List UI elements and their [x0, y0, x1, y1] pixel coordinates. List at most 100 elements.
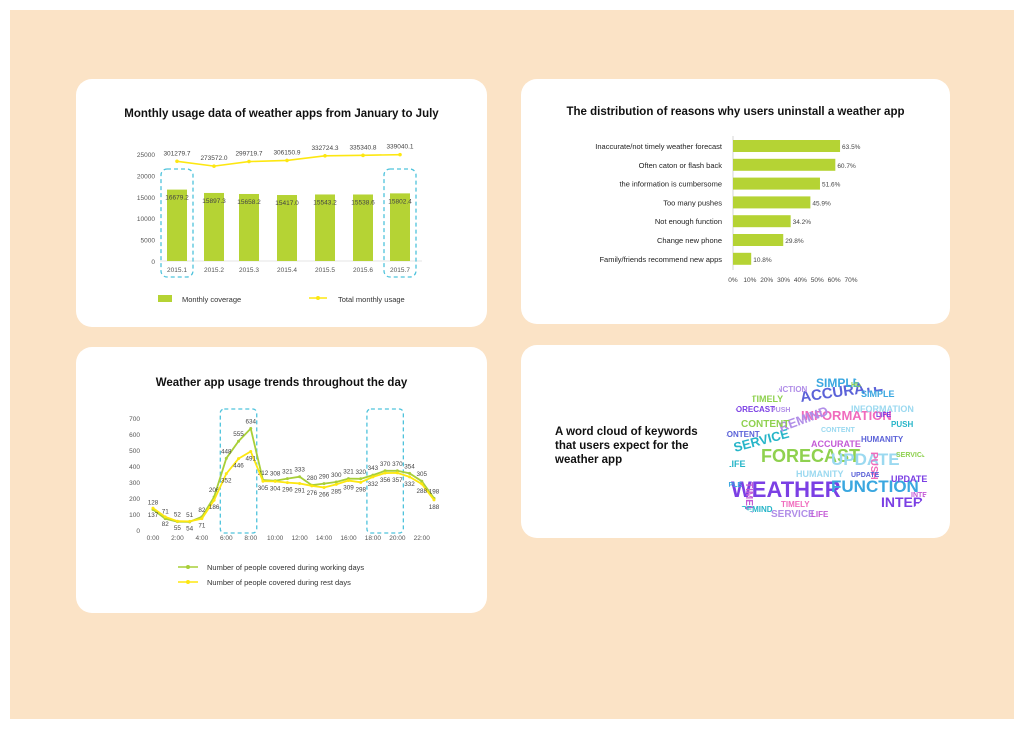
legend-marker-working: [186, 565, 190, 569]
word-cloud-word: REMIND: [871, 514, 907, 524]
rest-days-point: [237, 457, 241, 461]
x-tick-label: 14:00: [316, 535, 333, 542]
line-data-label: 335340.8: [349, 144, 376, 151]
bar: [315, 194, 335, 261]
line-data-label: 273572.0: [200, 155, 227, 162]
y-tick-label: 400: [129, 464, 140, 471]
total-usage-point: [361, 153, 365, 158]
category-label: Not enough function: [655, 217, 722, 226]
word-cloud-word: HUMANITY: [851, 382, 888, 389]
monthly-usage-chart: 0 5000 10000 15000 20000 25000 16679.2 2015.1 15…: [137, 144, 422, 304]
y-tick-label: 20000: [137, 173, 155, 180]
rest-days-line: [152, 450, 435, 523]
point-data-label: 332: [368, 481, 379, 488]
y-tick-label: 25000: [137, 152, 155, 159]
word-cloud-word: LIFE: [876, 412, 891, 419]
x-tick-label: 2015.7: [390, 267, 410, 274]
point-data-label: 55: [174, 525, 182, 532]
x-tick-label: 40%: [794, 277, 807, 284]
legend-label-coverage: Monthly coverage: [182, 295, 241, 304]
line-data-label: 306150.9: [273, 149, 300, 156]
point-data-label: 448: [221, 448, 232, 455]
line-data-label: 301279.7: [163, 150, 190, 157]
point-data-label: 370: [380, 461, 391, 468]
point-data-label: 290: [319, 474, 330, 481]
rest-days-point: [420, 482, 424, 486]
word-cloud-word: CONTENT: [721, 430, 760, 439]
point-data-label: 354: [404, 463, 415, 470]
rest-days-point: [249, 449, 253, 453]
category-label: Inaccurate/not timely weather forecast: [595, 142, 723, 151]
word-cloud-title-line: A word cloud of keywords: [555, 426, 698, 438]
point-data-label: 352: [221, 478, 232, 485]
word-cloud-word: PUSH: [891, 420, 913, 429]
total-usage-point: [175, 159, 179, 164]
x-tick-label: 30%: [777, 277, 790, 284]
bar: [733, 158, 836, 171]
working-days-point: [298, 475, 302, 479]
point-data-label: 304: [270, 485, 281, 492]
highlight-box: [160, 168, 194, 278]
rest-days-point: [310, 484, 314, 488]
rest-days-point: [322, 485, 326, 489]
working-days-point: [249, 427, 253, 431]
rest-days-point: [383, 471, 387, 475]
bar-data-label: 60.7%: [837, 163, 856, 170]
point-data-label: 321: [343, 469, 354, 476]
rest-days-point: [346, 479, 350, 483]
point-data-label: 298: [355, 486, 366, 493]
point-data-label: 82: [162, 521, 170, 528]
word-cloud-word: ACCURATE: [841, 520, 886, 527]
working-days-point: [285, 477, 289, 481]
rest-days-point: [175, 519, 179, 523]
word-cloud-word: INFORMATION: [851, 404, 914, 414]
word-cloud-card: A word cloud of keywords that users expe…: [521, 345, 950, 538]
rest-days-point: [261, 479, 265, 483]
line-data-label: 339040.1: [386, 144, 413, 151]
daily-trends-chart: 0 100 200 300 400 500 600 700 0:00 2:00 4:00 6:00 8:…: [129, 408, 440, 587]
word-cloud-title-line: weather app: [555, 454, 623, 466]
working-days-point: [322, 482, 326, 486]
x-tick-label: 2015.5: [315, 267, 335, 274]
x-tick-label: 18:00: [365, 535, 382, 542]
rest-days-point: [298, 481, 302, 485]
point-data-label: 266: [319, 491, 330, 498]
working-days-point: [408, 471, 412, 475]
point-data-label: 555: [233, 431, 244, 438]
legend-label-working: Number of people covered during working …: [207, 563, 364, 572]
bar: [733, 196, 811, 209]
rest-days-point: [163, 515, 167, 519]
bar-data-label: 45.9%: [812, 200, 831, 207]
rest-days-point: [371, 475, 375, 479]
line-data-label: 299719.7: [235, 151, 262, 158]
point-data-label: 71: [162, 509, 170, 516]
word-cloud-image: WEATHERFUNCTIONFORECASTINFORMATIONACCURA…: [721, 376, 931, 527]
x-tick-label: 2015.2: [204, 267, 224, 274]
x-tick-label: 4:00: [196, 535, 209, 542]
category-label: the information is cumbersome: [619, 180, 722, 189]
bar-data-label: 15802.4: [388, 198, 412, 205]
point-data-label: 321: [282, 469, 293, 476]
point-data-label: 320: [355, 469, 366, 476]
y-tick-label: 300: [129, 480, 140, 487]
rest-days-point: [212, 498, 216, 502]
bar: [733, 215, 791, 228]
word-cloud-word: ACCURATE: [811, 439, 861, 449]
legend-swatch-coverage: [158, 295, 172, 302]
point-data-label: 305: [417, 471, 428, 478]
word-cloud-word: LIFE: [726, 459, 746, 469]
word-cloud-word: UPDATE: [891, 474, 927, 484]
y-tick-label: 700: [129, 416, 140, 423]
uninstall-reasons-chart: Inaccurate/not timely weather forecast 63…: [595, 136, 861, 284]
word-cloud-word: PUSH: [868, 452, 879, 480]
total-usage-point: [247, 159, 251, 164]
point-data-label: 291: [294, 487, 305, 494]
rest-days-point: [200, 517, 204, 521]
point-data-label: 52: [174, 512, 182, 519]
bar-data-label: 63.5%: [842, 144, 861, 151]
uninstall-reasons-title: The distribution of reasons why users un…: [566, 106, 905, 118]
bar-data-label: 15658.2: [237, 199, 261, 206]
y-tick-label: 15000: [137, 195, 155, 202]
point-data-label: 186: [209, 504, 220, 511]
word-cloud-word: FUNCTION: [831, 477, 919, 496]
